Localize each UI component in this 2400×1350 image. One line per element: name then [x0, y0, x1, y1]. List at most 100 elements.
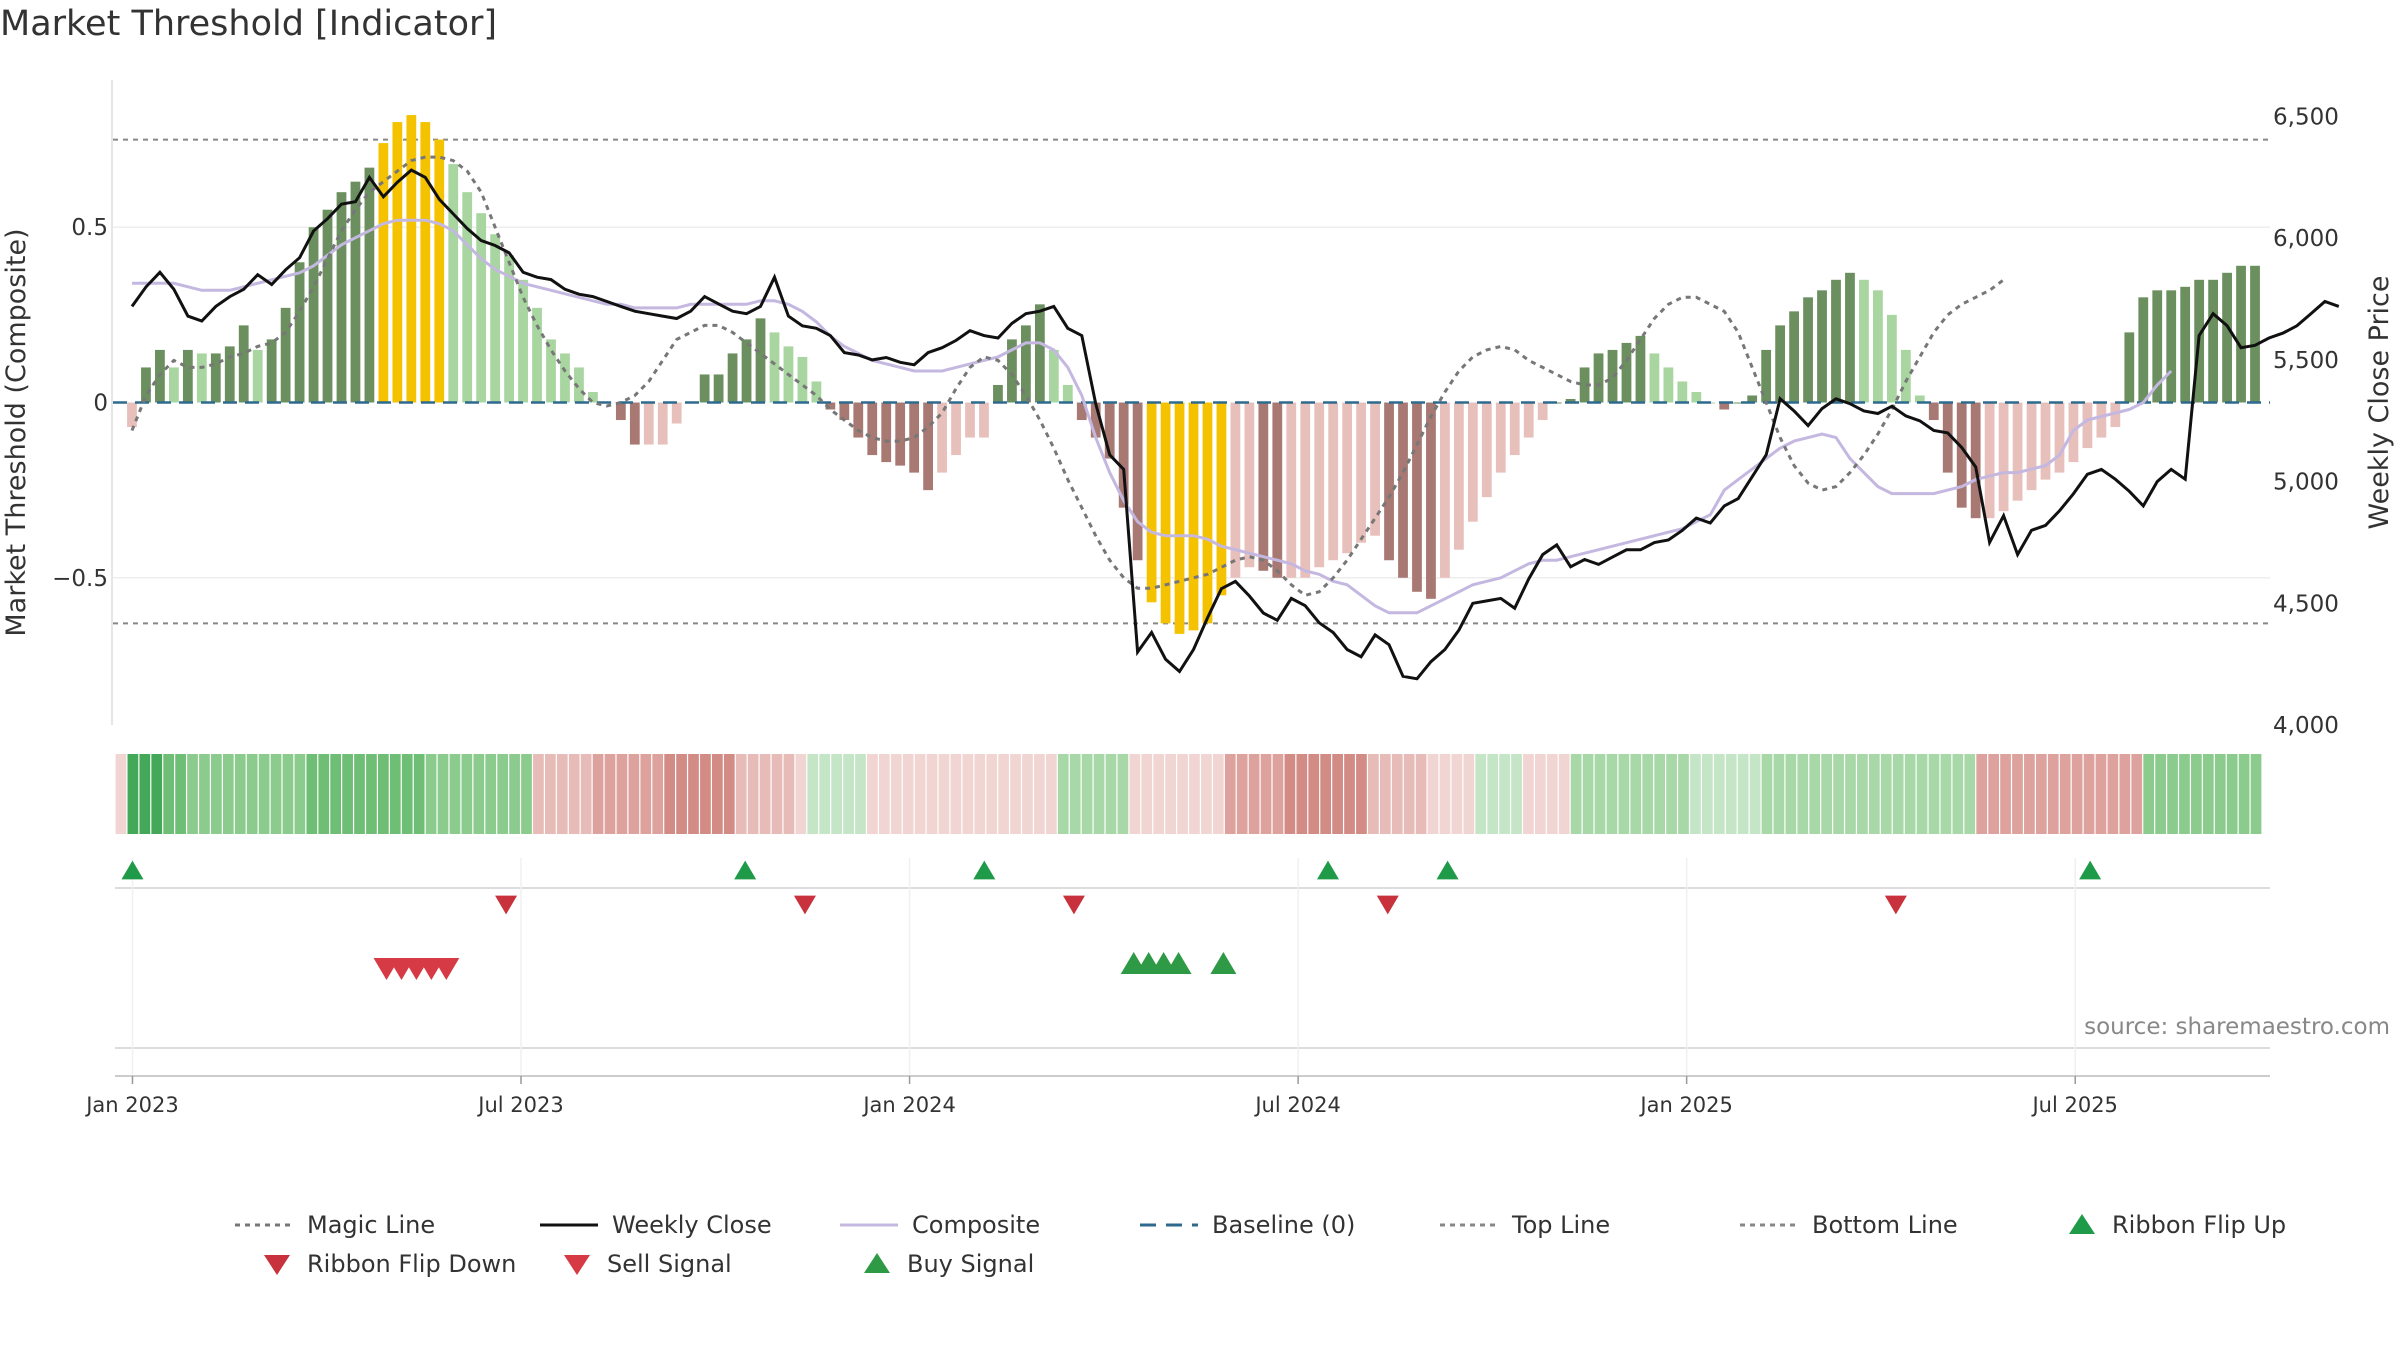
ribbon-cell-49: [700, 754, 711, 834]
source-label: source: sharemaestro.com: [2084, 1014, 2390, 1040]
composite-bar-29: [532, 307, 542, 403]
ribbon-cell-14: [282, 754, 294, 834]
composite-bar-8: [238, 325, 249, 403]
composite-bar-71: [1118, 402, 1129, 508]
composite-bar-60: [965, 402, 975, 438]
ribbon-cell-102: [1332, 754, 1343, 834]
y-tick-label-2: −0.5: [52, 566, 108, 592]
ribbon-cell-128: [1642, 754, 1654, 834]
composite-bar-117: [1761, 349, 1772, 403]
composite-bar-20: [406, 115, 417, 403]
composite-bar-68: [1076, 402, 1087, 421]
composite-bar-130: [1942, 402, 1953, 473]
composite-bar-133: [1984, 402, 1995, 519]
ribbon-cell-37: [556, 754, 568, 834]
composite-bar-15: [336, 192, 347, 403]
ribbon-cell-150: [1904, 754, 1916, 834]
ribbon-cell-114: [1475, 754, 1487, 834]
ribbon-cell-60: [831, 754, 842, 834]
ribbon-cell-154: [1952, 754, 1964, 834]
composite-bar-30: [546, 339, 556, 403]
ribbon-cell-1: [127, 754, 139, 834]
ribbon-cell-106: [1379, 754, 1391, 834]
composite-bar-46: [769, 332, 780, 403]
y-tick-label-0: 0.5: [71, 215, 108, 241]
composite-bar-77: [1202, 402, 1213, 624]
ribbon-cell-47: [676, 754, 687, 834]
composite-bar-52: [853, 402, 864, 438]
composite-bar-26: [490, 234, 501, 403]
ribbon-cell-143: [1821, 754, 1832, 834]
ribbon-cell-160: [2024, 754, 2035, 834]
ribbon-cell-32: [497, 754, 509, 834]
ribbon-cell-74: [998, 754, 1009, 834]
composite-bar-141: [2096, 402, 2107, 438]
legend-item-4: Top Line: [1440, 1211, 1610, 1239]
composite-bar-78: [1216, 402, 1227, 596]
ribbon-cell-161: [2035, 754, 2047, 834]
y2-tick-label-2: 5,500: [2273, 348, 2339, 374]
composite-bar-91: [1398, 402, 1408, 578]
ribbon-cell-157: [1988, 754, 1999, 834]
composite-bar-22: [434, 139, 445, 403]
ribbon-cell-173: [2179, 754, 2190, 834]
composite-bar-73: [1146, 402, 1157, 603]
ribbon-cell-140: [1785, 754, 1797, 834]
composite-bar-144: [2138, 297, 2149, 403]
composite-bar-33: [588, 391, 598, 403]
ribbon-cell-89: [1177, 754, 1188, 834]
ribbon-cell-133: [1701, 754, 1713, 834]
legend-label-6: Ribbon Flip Up: [2112, 1211, 2286, 1239]
composite-bar-93: [1426, 402, 1436, 599]
ribbon-cell-56: [783, 754, 795, 834]
ribbon-cell-148: [1880, 754, 1892, 834]
ribbon-cell-152: [1928, 754, 1940, 834]
ribbon-cell-93: [1224, 754, 1236, 834]
ribbon-cell-94: [1236, 754, 1248, 834]
composite-bar-67: [1062, 384, 1073, 403]
ribbon-cell-141: [1797, 754, 1809, 834]
composite-bar-138: [2054, 402, 2065, 473]
x-tick-label-4: Jan 2025: [1638, 1093, 1733, 1117]
ribbon-cell-65: [890, 754, 902, 834]
ribbon-cell-136: [1737, 754, 1749, 834]
composite-bar-125: [1873, 290, 1883, 403]
x-tick-label-1: Jul 2023: [476, 1093, 563, 1117]
ribbon-cell-119: [1535, 754, 1546, 834]
composite-bar-35: [615, 402, 626, 421]
legend-label-0: Magic Line: [307, 1211, 435, 1239]
ribbon-cell-66: [902, 754, 914, 834]
ribbon-cell-92: [1212, 754, 1224, 834]
ribbon-cell-144: [1833, 754, 1844, 834]
composite-bar-39: [671, 402, 682, 424]
composite-bar-82: [1272, 402, 1283, 578]
legend-label-5: Bottom Line: [1812, 1211, 1958, 1239]
composite-bar-142: [2110, 402, 2121, 428]
ribbon-cell-108: [1403, 754, 1415, 834]
ribbon-cell-90: [1189, 754, 1200, 834]
composite-bar-31: [560, 353, 570, 403]
ribbon-cell-158: [2000, 754, 2011, 834]
ribbon-cell-135: [1725, 754, 1737, 834]
ribbon-flip-up-3: [1316, 860, 1339, 880]
ribbon-cell-170: [2143, 754, 2155, 834]
ribbon-cell-179: [2250, 754, 2262, 834]
composite-bar-55: [895, 402, 906, 466]
y2-tick-label-3: 5,000: [2273, 470, 2339, 496]
ribbon-cell-88: [1165, 754, 1176, 834]
composite-bar-86: [1328, 402, 1339, 561]
composite-bar-18: [378, 143, 389, 403]
ribbon-cell-46: [664, 754, 676, 834]
composite-bar-134: [1998, 402, 2009, 512]
ribbon-cell-21: [366, 754, 377, 834]
ribbon-cell-13: [270, 754, 282, 834]
composite-bar-146: [2166, 290, 2177, 403]
composite-bar-99: [1509, 402, 1520, 456]
weekly-close-line: [130, 168, 2340, 681]
ribbon-cell-68: [926, 754, 938, 834]
ribbon-cell-64: [878, 754, 890, 834]
legend-swatch-7: [264, 1255, 290, 1275]
composite-bar-13: [308, 227, 319, 403]
